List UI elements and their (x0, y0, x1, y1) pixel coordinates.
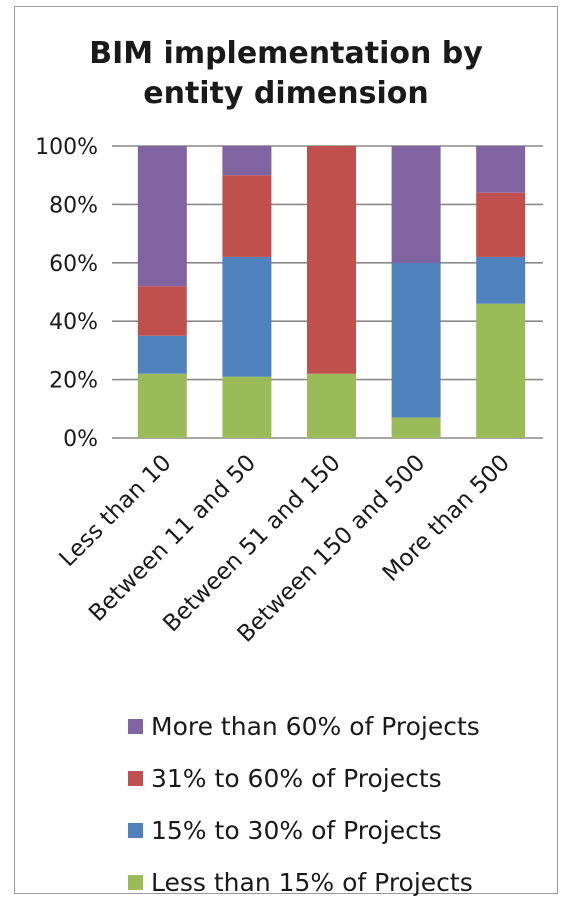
bar-segment (476, 256, 526, 304)
bar-segment (137, 335, 187, 374)
bar-segment (307, 146, 356, 374)
legend-item: 31% to 60% of Projects (128, 752, 480, 804)
legend-label: More than 60% of Projects (151, 711, 480, 741)
x-category-label: Between 11 and 50 (84, 450, 261, 627)
y-tick-label: 80% (49, 193, 98, 218)
legend-swatch (128, 874, 143, 890)
y-tick-label: 0% (63, 427, 98, 452)
legend-label: 15% to 30% of Projects (151, 815, 442, 845)
legend-item: 15% to 30% of Projects (128, 804, 480, 856)
legend-swatch (128, 770, 143, 786)
bar-segment (137, 146, 187, 287)
legend-swatch (128, 822, 143, 838)
chart-title-line-2: entity dimension (143, 76, 429, 111)
legend-label: Less than 15% of Projects (151, 867, 473, 897)
chart-legend: More than 60% of Projects 31% to 60% of P… (128, 700, 480, 902)
legend-swatch (128, 718, 143, 734)
bar-segment (222, 376, 272, 438)
y-tick-label: 60% (49, 252, 98, 277)
bar-segment (476, 146, 526, 193)
bar-segment (476, 192, 526, 257)
bar-segment (476, 303, 526, 438)
chart-frame (14, 6, 558, 894)
bar-segment (307, 373, 356, 438)
legend-item: Less than 15% of Projects (128, 856, 480, 902)
legend-item: More than 60% of Projects (128, 700, 480, 752)
y-tick-label: 100% (35, 135, 98, 160)
y-tick-label: 20% (49, 369, 98, 394)
bar-segment (391, 262, 441, 418)
bar-segment (222, 175, 272, 257)
chart-title: BIM implementation by entity dimension (14, 34, 558, 114)
y-tick-label: 40% (49, 310, 98, 335)
legend-label: 31% to 60% of Projects (151, 763, 442, 793)
bar-segment (222, 256, 272, 377)
bar-segment (137, 286, 187, 336)
bar-segment (391, 417, 441, 438)
chart-title-line-1: BIM implementation by (89, 36, 483, 71)
bar-segment (222, 146, 272, 176)
bar-segment (391, 146, 441, 263)
bar-segment (137, 373, 187, 438)
